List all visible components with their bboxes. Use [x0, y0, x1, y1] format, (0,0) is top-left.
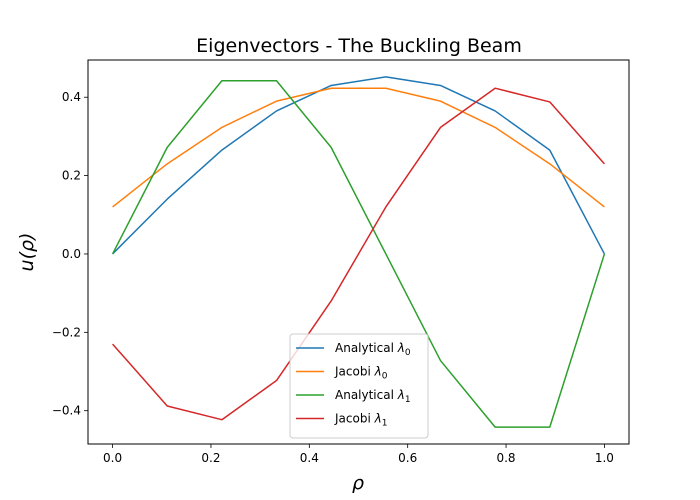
x-tick-label: 1.0 — [595, 451, 614, 465]
y-tick-label: 0.2 — [62, 169, 81, 183]
x-tick-label: 0.4 — [300, 451, 319, 465]
series-line-3 — [112, 87, 605, 421]
plot-lines — [111, 76, 606, 428]
x-tick-label: 0.6 — [398, 451, 417, 465]
x-axis-label: ρ — [352, 472, 364, 494]
y-tick-label: −0.4 — [52, 404, 81, 418]
series-line-2 — [111, 80, 606, 428]
legend-label-0: Analytical λ0 — [335, 341, 411, 358]
y-tick-label: 0.0 — [62, 247, 81, 261]
y-axis-label: u(ρ) — [16, 233, 38, 272]
y-axis-ticks: −0.4 −0.2 0.0 0.2 0.4 — [52, 90, 88, 418]
plot-frame — [87, 59, 630, 445]
series-line-0 — [112, 76, 606, 255]
legend: Analytical λ0 Jacobi λ0 Analytical λ1 Jacob… — [289, 333, 429, 439]
chart-title: Eigenvectors - The Buckling Beam — [196, 35, 522, 57]
x-axis-ticks: 0.0 0.2 0.4 0.6 0.8 1.0 — [103, 444, 614, 465]
series-line-1 — [112, 87, 605, 208]
x-tick-label: 0.2 — [201, 451, 220, 465]
legend-label-3: Jacobi λ1 — [334, 412, 387, 429]
x-tick-label: 0.0 — [103, 451, 122, 465]
legend-label-1: Jacobi λ0 — [334, 365, 388, 382]
y-tick-label: −0.2 — [52, 325, 81, 339]
x-tick-label: 0.8 — [496, 451, 515, 465]
legend-box — [289, 333, 429, 439]
legend-label-2: Analytical λ1 — [335, 388, 411, 405]
y-tick-label: 0.4 — [62, 90, 81, 104]
